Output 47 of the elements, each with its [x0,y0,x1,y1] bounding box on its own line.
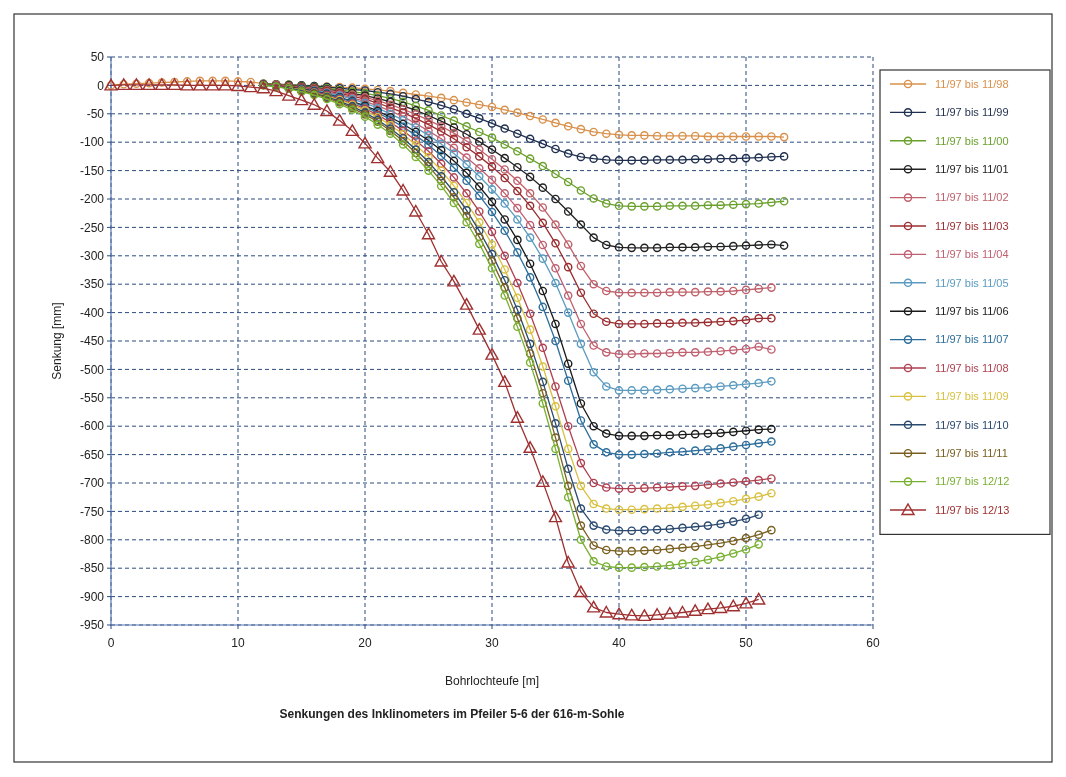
x-tick-label: 10 [231,636,245,650]
y-tick-label: -500 [79,362,105,377]
y-tick-label: 0 [97,78,105,93]
y-tick-label: -150 [79,163,105,178]
legend-label: 11/97 bis 11/11 [935,447,1008,460]
y-tick-label: -200 [79,192,105,207]
legend-label: 11/97 bis 12/13 [935,503,1010,516]
legend-label: 11/97 bis 11/02 [935,191,1009,204]
y-tick-label: -450 [79,334,105,349]
y-tick-label: -100 [79,135,105,150]
x-axis-title: Bohrlochteufe [m] [444,674,540,688]
x-tick-label: 50 [739,636,753,650]
x-tick-label: 20 [358,636,372,650]
legend-label: 11/97 bis 11/07 [935,333,1009,346]
y-tick-label: -650 [79,447,105,462]
legend-label: 11/97 bis 12/12 [935,475,1010,488]
legend-label: 11/97 bis 11/00 [935,134,1009,147]
y-tick-label: -250 [79,220,105,235]
x-tick-label: 30 [485,636,499,650]
x-tick-label: 60 [866,636,880,650]
y-tick-label: -350 [79,277,105,292]
y-tick-label: -800 [79,533,105,547]
legend-label: 11/97 bis 11/10 [935,418,1009,431]
legend-label: 11/97 bis 11/03 [935,219,1009,232]
y-tick-label: -700 [79,476,105,491]
y-axis-title: Senkung [mm] [50,302,64,380]
legend-label: 11/97 bis 11/98 [935,77,1009,90]
y-tick-label: -400 [79,305,105,320]
y-tick-label: -550 [79,391,105,405]
legend-label: 11/97 bis 11/05 [935,276,1009,289]
legend-label: 11/97 bis 11/08 [935,361,1009,374]
legend-label: 11/97 bis 11/01 [935,163,1009,176]
x-tick-label: 0 [107,636,115,650]
y-tick-label: -600 [79,419,105,434]
legend-label: 11/97 bis 11/04 [935,248,1009,261]
y-tick-label: -850 [79,561,105,576]
y-tick-label: -50 [86,107,105,121]
y-tick-label: -300 [79,249,105,263]
y-tick-label: 50 [90,50,105,65]
y-tick-label: -750 [79,504,105,519]
y-tick-label: -900 [79,589,105,604]
y-tick-label: -950 [79,618,105,633]
legend-label: 11/97 bis 11/99 [935,106,1009,119]
x-tick-label: 40 [612,636,626,650]
legend-label: 11/97 bis 11/06 [935,305,1009,318]
text: Senkungen des Inklinometers im Pfeiler 5-6 der 616-m-Sohle [279,707,625,721]
legend-label: 11/97 bis 11/09 [935,390,1009,403]
